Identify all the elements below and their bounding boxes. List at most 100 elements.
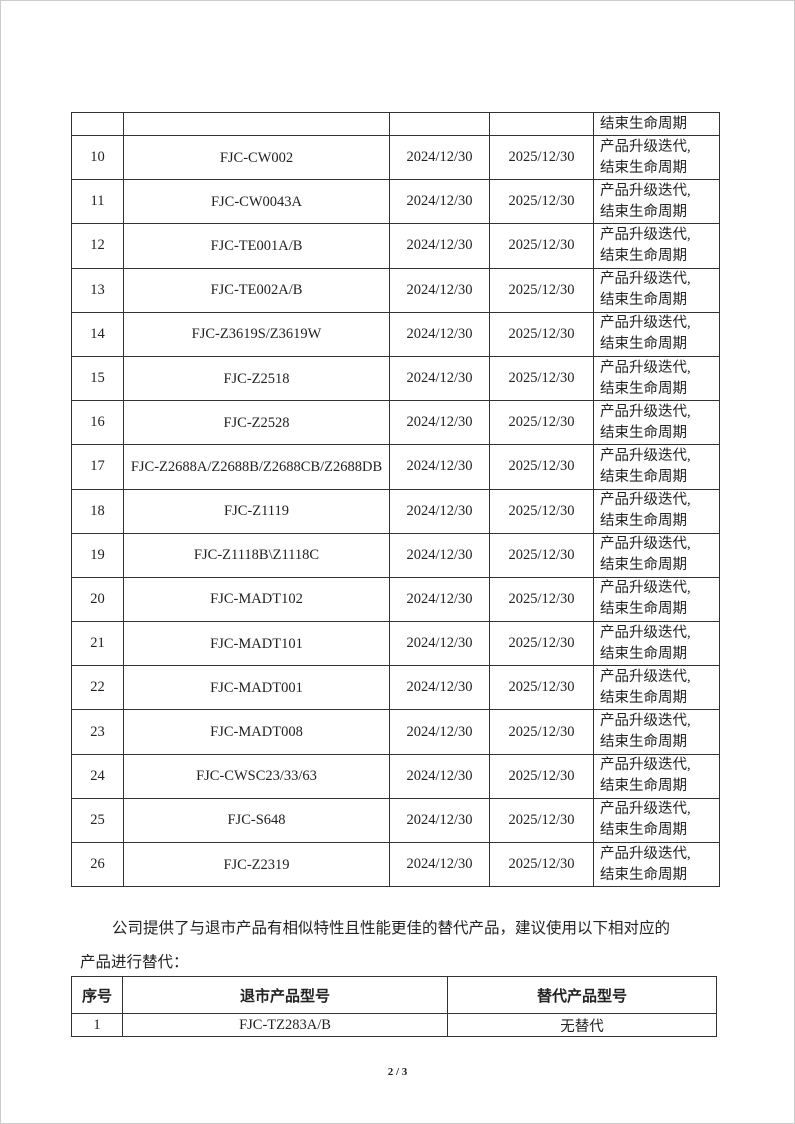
row-end-date: 2025/12/30 [489,753,594,799]
row-end-date: 2025/12/30 [489,665,594,711]
remark-line-1: 产品升级迭代, [600,668,691,685]
row-no: 18 [71,488,124,534]
header-no: 序号 [71,976,123,1014]
row-stop-date: 2024/12/30 [389,621,490,667]
remark-line-1: 产品升级迭代, [600,447,691,464]
remark-line-1: 产品升级迭代, [600,226,691,243]
replacement-table: 序号 退市产品型号 替代产品型号 1 FJC-TZ283A/B 无替代 [71,976,717,1037]
header-replacement-model: 替代产品型号 [447,976,717,1014]
row-no: 16 [71,400,124,446]
row-no: 12 [71,223,124,269]
row-stop-date: 2024/12/30 [389,709,490,755]
row-end-date: 2025/12/30 [489,134,594,181]
table-row: 15 FJC-Z2518 2024/12/30 2025/12/30 产品升级迭代, 结束… [71,355,720,402]
remark-line-2: 结束生命周期 [600,601,687,618]
remark-line-1: 产品升级迭代, [600,492,691,509]
table-row: 17 FJC-Z2688A/Z2688B/Z2688CB/Z2688DB 2024/… [71,444,720,490]
remark-line-2: 结束生命周期 [600,645,687,662]
row-no: 24 [71,753,124,799]
row-remark: 产品升级迭代, 结束生命周期 [593,621,720,667]
remark-line-1: 产品升级迭代, [600,801,691,818]
row-replacement: 无替代 [447,1013,717,1037]
row-remark: 产品升级迭代, 结束生命周期 [593,665,720,711]
row-remark: 产品升级迭代, 结束生命周期 [593,311,720,357]
table-row: 13 FJC-TE002A/B 2024/12/30 2025/12/30 产品升级迭代… [71,267,720,313]
row-model: FJC-S648 [123,797,390,844]
row-no: 10 [71,134,124,181]
remark-line-2: 结束生命周期 [600,292,687,309]
row-stop-date: 2024/12/30 [389,532,490,578]
table-row: 1 FJC-TZ283A/B 无替代 [71,1013,717,1037]
row-end-date: 2025/12/30 [489,797,594,844]
row-end-date: 2025/12/30 [489,841,594,888]
remark-line-1: 产品升级迭代, [600,713,691,730]
table-row: 14 FJC-Z3619S/Z3619W 2024/12/30 2025/12/30 产… [71,311,720,357]
table-row: 12 FJC-TE001A/B 2024/12/30 2025/12/30 产品升级迭代… [71,223,720,269]
row-no: 14 [71,311,124,357]
row-model: FJC-Z2688A/Z2688B/Z2688CB/Z2688DB [123,444,390,490]
row-stop-date: 2024/12/30 [389,134,490,181]
table-row: 26 FJC-Z2319 2024/12/30 2025/12/30 产品升级迭代, 结束… [71,841,720,888]
row-model: FJC-Z3619S/Z3619W [123,311,390,357]
remark-line-2: 结束生命周期 [600,557,687,574]
remark-line-1: 产品升级迭代, [600,845,691,862]
row-remark: 产品升级迭代, 结束生命周期 [593,223,720,269]
table-row: 18 FJC-Z1119 2024/12/30 2025/12/30 产品升级迭代, 结束… [71,488,720,534]
row-stop-date: 2024/12/30 [389,179,490,225]
table-row: 20 FJC-MADT102 2024/12/30 2025/12/30 产品升级迭代,… [71,576,720,623]
row-remark: 产品升级迭代, 结束生命周期 [593,532,720,578]
remark-line-1: 产品升级迭代, [600,403,691,420]
row-model: FJC-TE001A/B [123,223,390,269]
row-remark: 产品升级迭代, 结束生命周期 [593,841,720,888]
row-no: 20 [71,576,124,623]
row-end-date: 2025/12/30 [489,532,594,578]
table-row: 19 FJC-Z1118B\Z1118C 2024/12/30 2025/12/30 产… [71,532,720,578]
remark-line-1: 产品升级迭代, [600,624,691,641]
paragraph-line-2: 产品进行替代： [80,954,189,971]
row-end-date: 2025/12/30 [489,179,594,225]
row-stop-date: 2024/12/30 [389,841,490,888]
row-remark: 产品升级迭代, 结束生命周期 [593,400,720,446]
remark-line-2: 结束生命周期 [600,336,687,353]
row-stop-date: 2024/12/30 [389,488,490,534]
remark-line-1: 产品升级迭代, [600,271,691,288]
row-no: 13 [71,267,124,313]
row-no: 23 [71,709,124,755]
remark-line-2: 结束生命周期 [600,203,687,220]
remark-line-2: 结束生命周期 [600,380,687,397]
row-stop-date: 2024/12/30 [389,311,490,357]
row-model: FJC-CWSC23/33/63 [123,753,390,799]
row-no: 21 [71,621,124,667]
table-row: 10 FJC-CW002 2024/12/30 2025/12/30 产品升级迭代, 结束… [71,134,720,181]
row-remark: 产品升级迭代, 结束生命周期 [593,444,720,490]
row-no: 25 [71,797,124,844]
row-model: FJC-Z2528 [123,400,390,446]
page-number: 2 / 3 [387,1066,408,1078]
row-end-date: 2025/12/30 [489,488,594,534]
row-model: FJC-Z2518 [123,355,390,402]
row-stop-date: 2024/12/30 [389,355,490,402]
row-remark: 产品升级迭代, 结束生命周期 [593,355,720,402]
row-end-date: 2025/12/30 [489,267,594,313]
row-end-date: 2025/12/30 [489,709,594,755]
row-stop-date: 2024/12/30 [389,576,490,623]
row-remark: 产品升级迭代, 结束生命周期 [593,134,720,181]
row-model: FJC-MADT001 [123,665,390,711]
row-no: 1 [71,1013,123,1037]
table-row: 23 FJC-MADT008 2024/12/30 2025/12/30 产品升级迭代,… [71,709,720,755]
row-end-date: 2025/12/30 [489,223,594,269]
row-no: 17 [71,444,124,490]
row-remark: 产品升级迭代, 结束生命周期 [593,179,720,225]
remark-line-1: 产品升级迭代, [600,359,691,376]
remark-line-1: 产品升级迭代, [600,757,691,774]
row-no: 22 [71,665,124,711]
row-remark: 产品升级迭代, 结束生命周期 [593,709,720,755]
row-remark: 产品升级迭代, 结束生命周期 [593,797,720,844]
row-no: 11 [71,179,124,225]
row-end-date: 2025/12/30 [489,400,594,446]
table-row: 25 FJC-S648 2024/12/30 2025/12/30 产品升级迭代, 结束生… [71,797,720,844]
table-row: 21 FJC-MADT101 2024/12/30 2025/12/30 产品升级迭代,… [71,621,720,667]
row-model: FJC-MADT101 [123,621,390,667]
remark-line-1: 产品升级迭代, [600,580,691,597]
remark-line-2: 结束生命周期 [600,424,687,441]
